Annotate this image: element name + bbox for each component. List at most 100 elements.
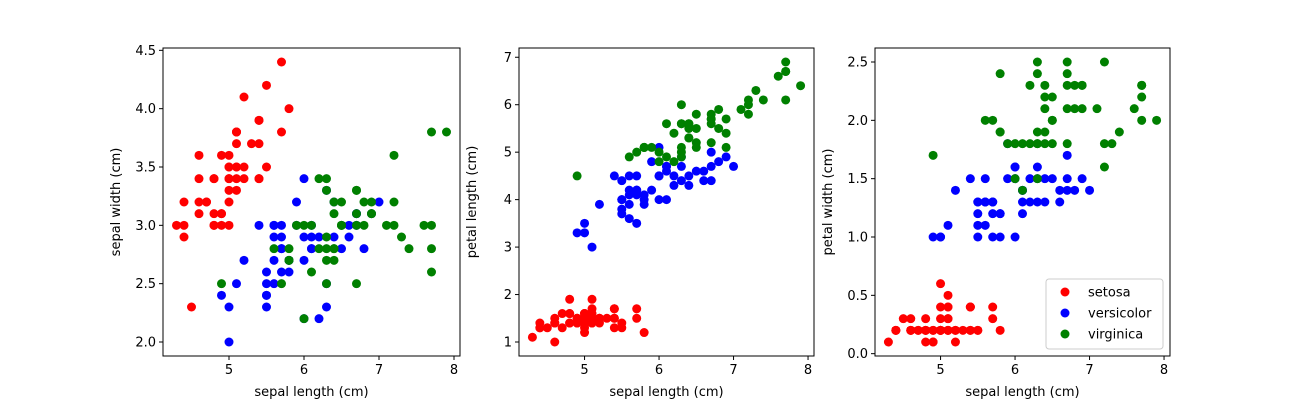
y-tick-label: 3.5 <box>135 161 156 176</box>
data-point <box>691 109 701 119</box>
axes-frame <box>162 47 461 357</box>
legend: setosa versicolor virginica <box>1045 278 1164 350</box>
data-point <box>1025 80 1035 90</box>
data-point <box>314 314 324 324</box>
data-point <box>284 267 294 277</box>
data-point <box>194 174 204 184</box>
data-point <box>404 244 414 254</box>
x-axis-label: sepal length (cm) <box>609 385 723 400</box>
data-point <box>1040 127 1050 137</box>
data-point <box>224 337 234 347</box>
data-point <box>1047 92 1057 102</box>
data-point <box>943 325 953 335</box>
data-point <box>277 279 286 289</box>
data-point <box>427 267 436 277</box>
data-point <box>299 232 309 242</box>
data-point <box>988 197 998 207</box>
legend-box <box>1045 278 1164 350</box>
data-point <box>669 157 679 167</box>
data-point <box>217 279 226 289</box>
data-point <box>1114 127 1124 137</box>
data-point <box>706 114 716 124</box>
data-point <box>329 232 339 242</box>
series-3 <box>928 57 1162 195</box>
data-point <box>389 150 399 160</box>
data-point <box>773 71 783 81</box>
x-tick-label: 7 <box>375 363 383 378</box>
data-point <box>1047 139 1057 149</box>
data-point <box>187 302 196 312</box>
data-point <box>714 104 724 114</box>
data-point <box>277 232 286 242</box>
data-point <box>224 185 234 195</box>
data-point <box>973 197 983 207</box>
data-point <box>691 123 701 133</box>
data-point <box>943 220 953 230</box>
series-2 <box>928 139 1095 242</box>
data-point <box>594 199 604 209</box>
data-point <box>706 161 716 171</box>
data-point <box>224 174 234 184</box>
data-point <box>232 139 241 149</box>
data-point <box>1003 174 1013 184</box>
data-point <box>427 244 436 254</box>
data-point <box>322 255 331 265</box>
data-point <box>883 337 893 347</box>
scatter-panel-1: 5 6 7 8 2.0 2.5 3.0 3.5 4.0 4.5 sepal length (cm) s… <box>109 44 461 400</box>
data-point <box>988 302 998 312</box>
data-point <box>419 220 429 230</box>
data-point <box>743 100 753 110</box>
data-point <box>322 174 331 184</box>
data-point <box>691 166 701 176</box>
y-tick-label: 4 <box>504 193 512 208</box>
data-point <box>736 104 746 114</box>
data-point <box>352 279 361 289</box>
data-point <box>699 176 709 186</box>
data-point <box>973 325 983 335</box>
data-point <box>906 314 916 324</box>
data-point <box>1032 127 1042 137</box>
axes-frame <box>518 47 815 357</box>
data-point <box>1003 139 1013 149</box>
data-point <box>239 92 249 102</box>
data-point <box>973 209 983 219</box>
data-point <box>980 197 990 207</box>
data-point <box>572 228 582 238</box>
data-point <box>662 195 671 205</box>
data-point <box>988 209 998 219</box>
y-tick-label: 3 <box>504 241 512 256</box>
data-point <box>299 255 309 265</box>
data-point <box>1070 104 1080 114</box>
data-point <box>1099 162 1109 172</box>
data-point <box>639 328 649 338</box>
x-tick-label: 5 <box>936 363 944 378</box>
data-point <box>936 232 946 242</box>
data-point <box>254 220 264 230</box>
data-point <box>307 220 316 230</box>
data-point <box>1047 174 1057 184</box>
data-point <box>307 232 316 242</box>
data-point <box>936 302 946 312</box>
data-point <box>1137 115 1147 125</box>
data-point <box>1070 80 1080 90</box>
series-3 <box>217 127 451 324</box>
data-point <box>232 185 241 195</box>
data-point <box>609 323 619 333</box>
data-point <box>980 174 990 184</box>
data-point <box>262 80 271 90</box>
data-point <box>950 185 960 195</box>
data-point <box>557 309 567 319</box>
x-axis-label: sepal length (cm) <box>965 385 1079 400</box>
data-point <box>1010 139 1020 149</box>
data-point <box>1010 162 1020 172</box>
data-point <box>1077 174 1087 184</box>
data-point <box>1062 69 1072 79</box>
data-point <box>1062 57 1072 67</box>
data-point <box>654 147 664 157</box>
data-point <box>913 325 923 335</box>
data-point <box>322 232 331 242</box>
legend-marker <box>1060 308 1070 318</box>
data-point <box>224 150 234 160</box>
data-point <box>322 302 331 312</box>
data-point <box>1010 174 1020 184</box>
